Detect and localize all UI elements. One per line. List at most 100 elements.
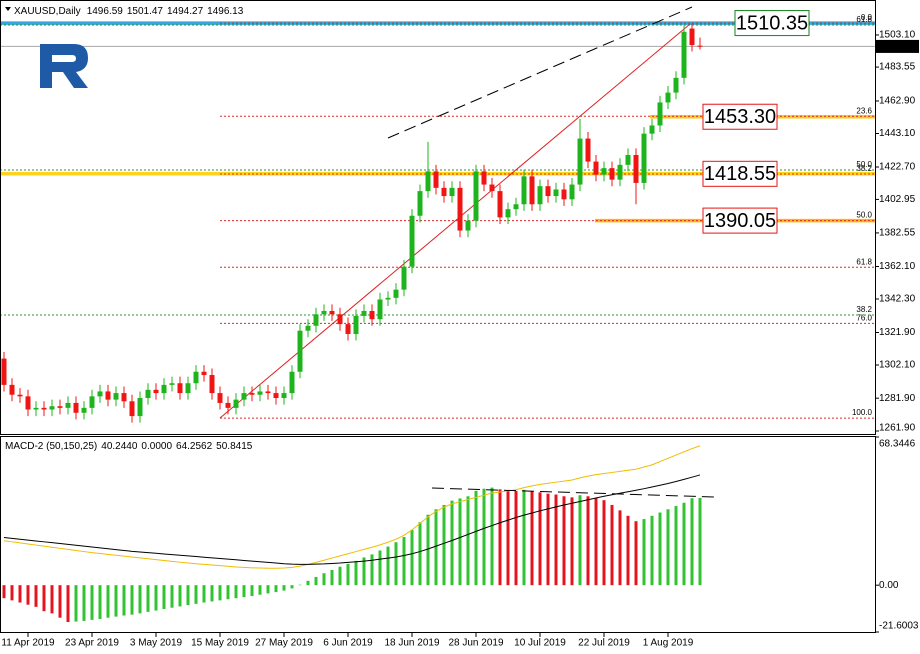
macd-bar — [258, 585, 262, 595]
macd-bar — [386, 546, 390, 586]
candle-body — [545, 186, 551, 197]
candle-body — [585, 138, 591, 162]
macd-bar — [42, 585, 46, 612]
y-tick-label: 68.3446 — [879, 439, 916, 450]
macd-bar — [242, 585, 246, 598]
macd-bar — [394, 542, 398, 586]
candle-body — [681, 31, 687, 78]
macd-bar — [130, 585, 134, 615]
level-label: 1510.35 — [736, 12, 808, 34]
macd-bar — [178, 585, 182, 607]
macd-bar — [106, 585, 110, 618]
candle-body — [81, 407, 87, 413]
candle-body — [1, 358, 7, 385]
macd-header: MACD-2 (50,150,25) 40.2440 0.0000 64.2562 50… — [5, 441, 253, 452]
macd-bar — [170, 585, 174, 608]
candle-body — [105, 391, 111, 400]
candle-body — [409, 215, 415, 267]
candle-body — [649, 125, 655, 134]
candle-body — [321, 310, 327, 315]
macd-bar — [18, 585, 22, 603]
macd-bar — [682, 502, 686, 586]
macd-bar — [10, 585, 14, 601]
macd-bar — [530, 491, 534, 586]
current-price-tag — [876, 39, 919, 53]
macd-bar — [82, 585, 86, 621]
macd-bar — [522, 489, 526, 586]
candle-body — [505, 209, 511, 218]
level-label: 1418.55 — [704, 163, 776, 185]
macd-bar — [426, 514, 430, 586]
candle-body — [577, 138, 583, 185]
macd-bar — [434, 509, 438, 586]
logo — [40, 44, 88, 88]
candle-body — [313, 314, 319, 326]
candle-body — [209, 375, 215, 394]
macd-bar — [474, 490, 478, 586]
macd-bar — [674, 506, 678, 586]
candle-body — [41, 407, 47, 410]
candle-body — [425, 171, 431, 192]
fib-label: 100.0 — [852, 408, 873, 417]
level-box — [702, 103, 778, 130]
macd-bar — [506, 490, 510, 586]
macd-bar — [114, 585, 118, 617]
candle-body — [417, 191, 423, 216]
candle-body — [401, 266, 407, 290]
macd-bar — [50, 585, 54, 614]
level-box-layer: 1510.35 1453.30 1418.55 1390.05 — [702, 10, 810, 234]
candle-body — [329, 310, 335, 315]
x-tick-label: 3 May 2019 — [130, 638, 183, 649]
macd-bar — [594, 498, 598, 586]
macd-bar — [330, 569, 334, 586]
macd-bar — [66, 585, 70, 623]
candle-body — [49, 406, 55, 410]
x-tick-label: 1 Aug 2019 — [643, 638, 694, 649]
candle-body — [249, 393, 255, 395]
candle-body — [113, 393, 119, 400]
candle-body — [169, 383, 175, 385]
macd-bar — [482, 488, 486, 586]
macd-bar — [234, 585, 238, 599]
macd-bar — [610, 504, 614, 586]
x-tick-label: 15 May 2019 — [191, 638, 249, 649]
macd-bar — [298, 584, 302, 586]
macd-bar — [586, 496, 590, 586]
macd-bar — [538, 492, 542, 586]
candle-body — [17, 394, 23, 397]
candle-body — [9, 384, 15, 395]
macd-bar — [90, 585, 94, 620]
candle-body — [193, 371, 199, 384]
macd-bar — [618, 510, 622, 586]
x-tick-label: 11 Apr 2019 — [1, 638, 55, 649]
macd-bar — [546, 493, 550, 586]
macd-bar — [690, 498, 694, 586]
y-tick-label: 1261.90 — [879, 423, 916, 434]
last-open: 1496.59 — [87, 6, 124, 17]
macd-bar — [554, 494, 558, 586]
last-high: 1501.47 — [127, 6, 164, 17]
y-tick-label: 1342.30 — [879, 294, 916, 305]
level-box — [734, 10, 810, 37]
candle-body — [633, 155, 639, 183]
candle-body — [297, 330, 303, 372]
candle-body — [457, 187, 463, 231]
y-tick-label: 1362.10 — [879, 261, 916, 272]
macd-bar — [602, 500, 606, 586]
y-tick-label: 1382.55 — [879, 228, 916, 239]
candle-body — [25, 396, 31, 410]
macd-bar — [266, 585, 270, 594]
macd-line — [3, 474, 701, 565]
macd-bar — [146, 585, 150, 612]
fib-label: 50.0 — [856, 160, 872, 169]
candle-body — [57, 406, 63, 408]
candle-body — [433, 171, 439, 188]
candle-body — [617, 164, 623, 180]
candle-body — [593, 161, 599, 175]
candle-body — [569, 184, 575, 200]
macd-bar — [2, 585, 6, 599]
macd-bar — [666, 509, 670, 586]
candle-body — [601, 168, 607, 175]
